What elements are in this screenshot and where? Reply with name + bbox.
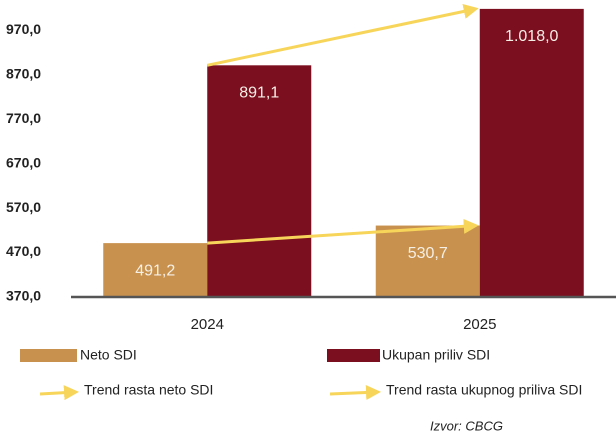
trend-arrow [207, 218, 479, 245]
legend-label: Ukupan priliv SDI [382, 347, 490, 363]
y-tick-label: 770,0 [6, 110, 41, 126]
y-tick-label: 870,0 [6, 65, 41, 81]
bar [479, 8, 584, 298]
legend-swatch [327, 349, 380, 362]
value-label: 530,7 [408, 245, 448, 262]
y-tick-label: 970,0 [6, 21, 41, 37]
source: Izvor: CBCG [430, 418, 503, 433]
bar [103, 243, 208, 297]
legend-label: Trend rasta ukupnog priliva SDI [386, 382, 582, 398]
y-tick-label: 370,0 [6, 288, 41, 304]
legend-arrow [329, 385, 381, 400]
value-label: 891,1 [239, 85, 279, 102]
value-label: 1.018,0 [505, 28, 558, 45]
value-label: 491,2 [135, 262, 175, 279]
x-tick-label: 2025 [463, 316, 496, 333]
y-tick-label: 470,0 [6, 243, 41, 259]
legend-label: Trend rasta neto SDI [84, 382, 213, 398]
y-tick-label: 570,0 [6, 199, 41, 215]
legend-arrow [39, 385, 79, 401]
legend-swatch [20, 349, 77, 362]
y-tick-label: 670,0 [6, 154, 41, 170]
bar [207, 65, 312, 298]
x-tick-label: 2024 [191, 316, 224, 333]
legend-label: Neto SDI [80, 347, 137, 363]
bar [375, 225, 480, 297]
trend-arrow [206, 4, 479, 67]
